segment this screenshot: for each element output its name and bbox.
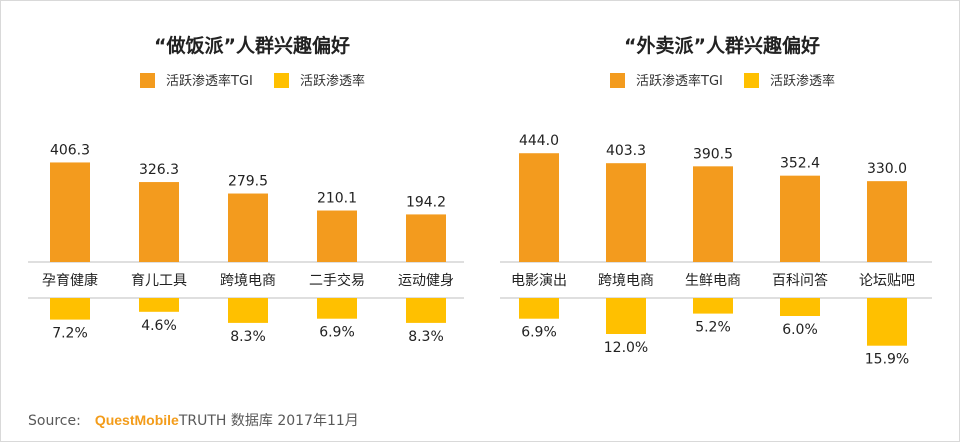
data-label-tgi: 403.3 [606, 143, 646, 159]
bar-rate [406, 298, 446, 323]
source-footer: Source: QuestMobileTRUTH 数据库 2017年11月 [28, 410, 359, 430]
category-label: 孕育健康 [42, 272, 98, 289]
data-label-rate: 6.0% [782, 322, 818, 338]
category-label-box [584, 267, 668, 293]
legend-label-tgi: 活跃渗透率TGI [636, 73, 723, 89]
bar-rate [50, 298, 90, 320]
chart-title: “做饭派”人群兴趣偏好 [154, 34, 350, 57]
data-label-rate: 7.2% [52, 326, 88, 342]
data-label-tgi: 194.2 [406, 194, 446, 210]
category-label-box [497, 267, 581, 293]
data-label-tgi: 352.4 [780, 156, 820, 172]
data-label-tgi: 326.3 [139, 162, 179, 178]
category-label: 百科问答 [772, 272, 828, 289]
category-label-box [117, 267, 201, 293]
bar-tgi [406, 214, 446, 262]
bar-tgi [50, 162, 90, 262]
data-label-tgi: 406.3 [50, 142, 90, 158]
data-label-tgi: 330.0 [867, 161, 907, 177]
legend-label-rate: 活跃渗透率 [300, 73, 365, 89]
legend-swatch-tgi [610, 73, 625, 88]
data-label-tgi: 279.5 [228, 174, 268, 190]
bar-rate [693, 298, 733, 314]
legend-label-tgi: 活跃渗透率TGI [166, 73, 253, 89]
source-label: Source: [28, 413, 81, 429]
data-label-rate: 8.3% [230, 329, 266, 345]
bar-rate [228, 298, 268, 323]
bar-tgi [139, 182, 179, 262]
data-label-rate: 6.9% [521, 325, 557, 341]
category-label: 论坛贴吧 [859, 273, 915, 289]
legend-swatch-rate [744, 73, 759, 88]
data-label-tgi: 444.0 [519, 133, 559, 149]
data-label-rate: 4.6% [141, 318, 177, 334]
legend-swatch-rate [274, 73, 289, 88]
chart-title: “外卖派”人群兴趣偏好 [624, 34, 820, 57]
category-label-box [206, 267, 290, 293]
legend-swatch-tgi [140, 73, 155, 88]
category-label: 育儿工具 [131, 273, 187, 289]
category-label: 二手交易 [309, 272, 365, 289]
bar-tgi [867, 181, 907, 262]
data-label-rate: 12.0% [604, 340, 648, 356]
bar-rate [519, 298, 559, 319]
bar-tgi [606, 163, 646, 262]
category-label: 跨境电商 [220, 273, 276, 289]
bar-tgi [780, 175, 820, 262]
data-label-tgi: 390.5 [693, 146, 733, 162]
data-label-rate: 8.3% [408, 329, 444, 345]
data-label-tgi: 210.1 [317, 191, 357, 207]
data-label-rate: 6.9% [319, 325, 355, 341]
category-label-box [384, 267, 468, 293]
category-label-box [295, 267, 379, 293]
bar-rate [867, 298, 907, 346]
category-label: 跨境电商 [598, 273, 654, 289]
category-label-box [758, 267, 842, 293]
category-label: 生鲜电商 [685, 273, 741, 289]
source-detail: TRUTH 数据库 2017年11月 [178, 413, 359, 429]
bar-rate [139, 298, 179, 312]
data-label-rate: 15.9% [865, 352, 909, 368]
legend-label-rate: 活跃渗透率 [770, 73, 835, 89]
bar-tgi [228, 193, 268, 262]
bar-rate [606, 298, 646, 334]
bar-rate [317, 298, 357, 319]
brand-name: QuestMobile [94, 412, 179, 428]
bar-rate [780, 298, 820, 316]
category-label-box [28, 267, 112, 293]
category-label: 电影演出 [511, 273, 567, 289]
bar-tgi [693, 166, 733, 262]
category-label-box [845, 267, 929, 293]
bar-tgi [519, 153, 559, 262]
category-label-box [671, 267, 755, 293]
data-label-rate: 5.2% [695, 320, 731, 336]
bar-tgi [317, 210, 357, 262]
category-label: 运动健身 [398, 273, 454, 289]
